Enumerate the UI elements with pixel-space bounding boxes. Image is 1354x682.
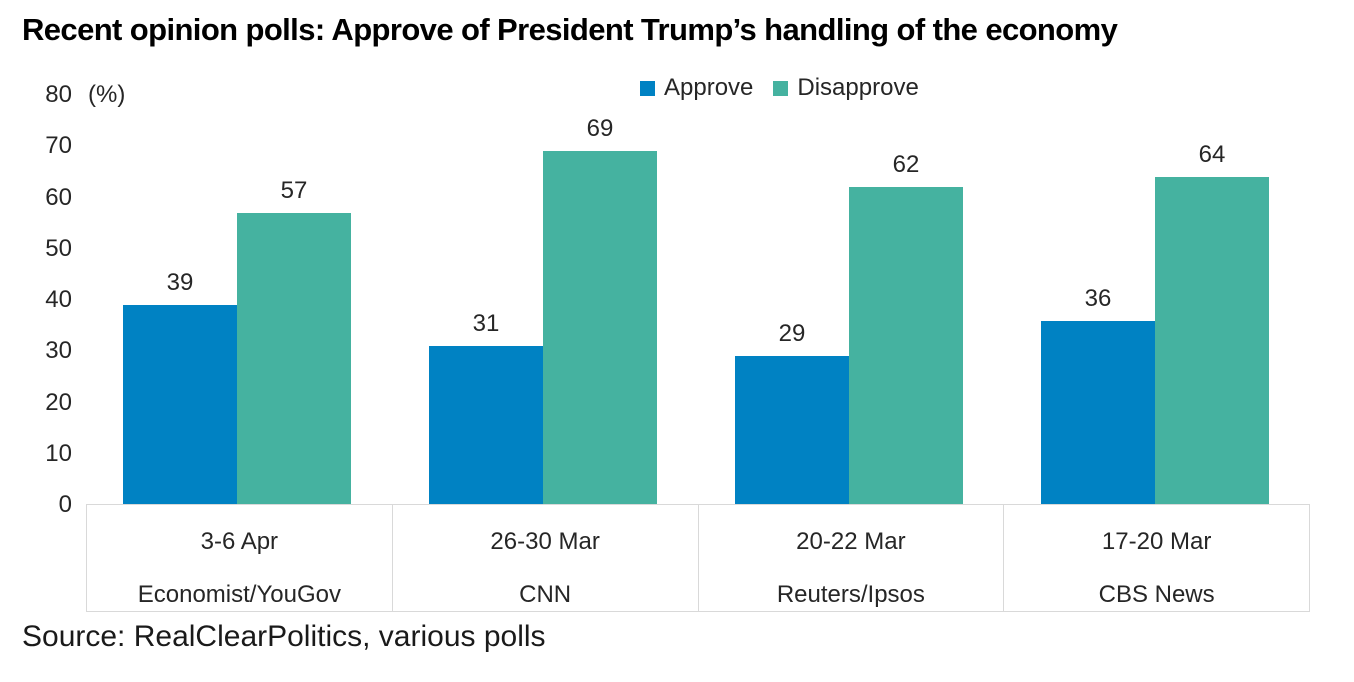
- approve-bar: [429, 346, 543, 505]
- bar-value-label: 69: [586, 115, 614, 143]
- y-tick-label: 0: [58, 491, 72, 518]
- y-tick-label: 60: [45, 183, 72, 211]
- legend-item-approve: Approve: [640, 74, 753, 102]
- legend: Approve Disapprove: [640, 74, 919, 102]
- category-pollster-label: CNN: [519, 581, 572, 608]
- y-tick-label: 30: [45, 337, 72, 365]
- approve-bar: [123, 305, 237, 505]
- y-tick-label: 80: [45, 81, 72, 108]
- bar-value-label: 64: [1198, 141, 1226, 168]
- bar-value-label: 39: [166, 269, 194, 297]
- category-date-label: 17-20 Mar: [1101, 528, 1212, 555]
- x-axis-label-box: 3-6 Apr Economist/YouGov 26-30 Mar CNN 20-22…: [86, 504, 1310, 612]
- source-note: Source: RealClearPolitics, various polls: [22, 620, 546, 653]
- x-category-cell: 20-22 Mar Reuters/Ipsos: [699, 505, 1005, 611]
- disapprove-bar: [1155, 177, 1269, 505]
- bar-value-label: 62: [892, 151, 920, 179]
- y-tick-label: 50: [45, 234, 72, 262]
- approve-bar: [735, 356, 849, 505]
- y-axis-unit-label: (%): [88, 81, 126, 108]
- bar-value-label: 36: [1084, 284, 1112, 312]
- x-category-cell: 17-20 Mar CBS News: [1004, 505, 1309, 611]
- bar-value-label: 57: [280, 176, 308, 204]
- disapprove-bar: [543, 151, 657, 505]
- category-pollster-label: Reuters/Ipsos: [776, 581, 925, 608]
- y-tick-label: 20: [45, 388, 72, 416]
- approve-bar: [1041, 320, 1155, 505]
- y-tick-label: 10: [45, 439, 72, 467]
- y-tick-label: 40: [45, 286, 72, 313]
- disapprove-bar: [237, 212, 351, 505]
- bar-value-label: 31: [472, 310, 500, 338]
- x-category-cell: 26-30 Mar CNN: [393, 505, 699, 611]
- approve-color-swatch-icon: [640, 80, 655, 96]
- disapprove-color-swatch-icon: [773, 80, 789, 96]
- category-pollster-label: Economist/YouGov: [137, 581, 341, 608]
- category-date-label: 20-22 Mar: [796, 528, 906, 555]
- legend-label-disapprove: Disapprove: [797, 74, 919, 101]
- category-date-label: 26-30 Mar: [490, 528, 600, 555]
- bar-value-label: 29: [778, 320, 806, 348]
- chart-title: Recent opinion polls: Approve of Preside…: [22, 12, 1118, 47]
- category-date-label: 3-6 Apr: [200, 528, 279, 555]
- y-tick-label: 70: [45, 132, 72, 160]
- legend-item-disapprove: Disapprove: [773, 74, 919, 102]
- plot-area: 39 57 31 69 29 62 36 64: [86, 95, 1310, 505]
- x-category-cell: 3-6 Apr Economist/YouGov: [87, 505, 393, 611]
- legend-label-approve: Approve: [664, 74, 754, 101]
- disapprove-bar: [849, 187, 963, 505]
- category-pollster-label: CBS News: [1098, 581, 1215, 608]
